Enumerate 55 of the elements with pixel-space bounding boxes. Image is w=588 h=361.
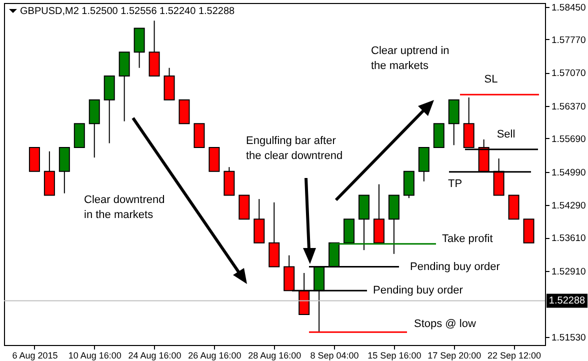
x-tick-label: 10 Aug 16:00 bbox=[68, 350, 122, 360]
y-tick-label: 1.51530 bbox=[552, 332, 586, 344]
annotation: Clear downtrend in the markets bbox=[84, 194, 165, 221]
ref-line-label: Pending buy order bbox=[373, 284, 464, 297]
y-tick-label: 1.57770 bbox=[552, 34, 586, 46]
ref-line-label: Stops @ low bbox=[414, 318, 476, 330]
candlestick bbox=[433, 123, 444, 148]
candlestick bbox=[134, 28, 145, 68]
candlestick bbox=[74, 123, 85, 148]
y-tick-label: 1.57070 bbox=[552, 68, 586, 80]
ref-line-label: TP bbox=[448, 178, 462, 190]
y-tick-label: 1.52910 bbox=[552, 266, 586, 278]
ref-line-label: Pending buy order bbox=[410, 260, 500, 273]
ref-line-label: 1.52288 bbox=[548, 296, 586, 307]
ref-line-label: Take profit bbox=[442, 232, 493, 245]
ref-line-label: SL bbox=[484, 74, 498, 86]
candlestick bbox=[508, 194, 520, 220]
chart-title: GBPUSD,M2 1.52500 1.52556 1.52240 1.52288 bbox=[20, 6, 236, 17]
x-tick-label: 24 Aug 16:00 bbox=[128, 350, 182, 360]
x-tick-label: 28 Aug 16:00 bbox=[248, 350, 302, 360]
x-tick-label: 22 Sep 12:00 bbox=[488, 350, 542, 360]
ref-line-label: Sell bbox=[496, 128, 516, 140]
candlestick bbox=[178, 99, 190, 124]
y-tick-label: 1.58450 bbox=[552, 2, 586, 14]
candlestick bbox=[523, 218, 534, 244]
x-tick-label: 17 Sep 20:00 bbox=[428, 350, 482, 360]
candlestick bbox=[164, 67, 175, 100]
candlestick bbox=[208, 147, 220, 172]
candlestick bbox=[28, 147, 40, 172]
candlestick bbox=[224, 166, 235, 196]
y-tick-label: 1.54290 bbox=[552, 200, 586, 212]
x-tick-label: 8 Sep 04:00 bbox=[310, 350, 359, 360]
x-tick-label: 15 Sep 16:00 bbox=[368, 350, 422, 360]
candlestick bbox=[373, 184, 384, 244]
candlestick bbox=[254, 198, 265, 244]
annotation: Clear uptrend in the markets bbox=[371, 45, 450, 72]
candlestick bbox=[88, 99, 100, 158]
x-tick-label: 6 Aug 2015 bbox=[12, 350, 58, 360]
candlestick bbox=[238, 194, 250, 220]
annotation: Engulfing bar after the clear downtrend bbox=[246, 135, 343, 162]
candlestick bbox=[418, 147, 430, 182]
candlestick bbox=[268, 202, 280, 268]
candlestick bbox=[448, 99, 460, 146]
y-tick-label: 1.54990 bbox=[552, 167, 586, 178]
candlestick bbox=[104, 75, 115, 144]
candlestick bbox=[148, 20, 160, 76]
candlestick bbox=[58, 147, 70, 194]
candlestick bbox=[118, 52, 130, 122]
y-tick-label: 1.55690 bbox=[552, 134, 586, 145]
y-tick-label: 1.56370 bbox=[552, 102, 586, 113]
y-tick-label: 1.53610 bbox=[552, 233, 586, 244]
candlestick bbox=[194, 123, 205, 148]
x-tick-label: 26 Aug 16:00 bbox=[188, 350, 242, 360]
candlestick bbox=[44, 150, 55, 196]
candlestick bbox=[403, 170, 414, 199]
